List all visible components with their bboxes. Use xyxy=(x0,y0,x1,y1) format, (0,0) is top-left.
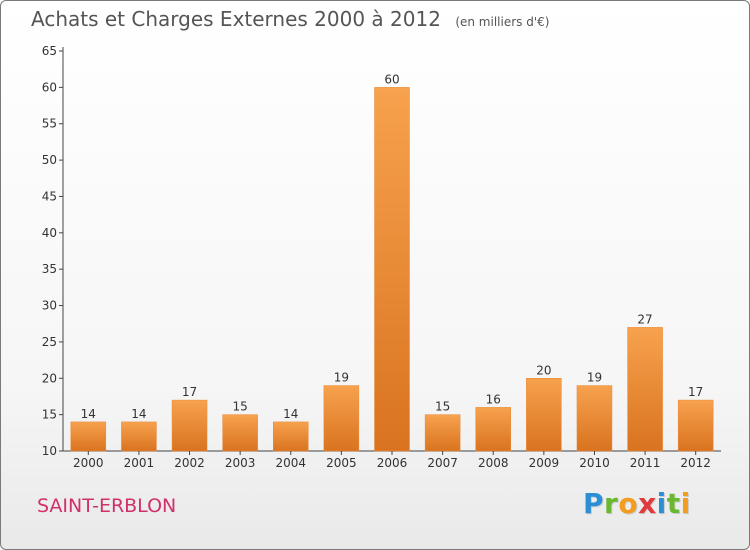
bar-2010 xyxy=(576,385,613,452)
data-label-2006: 60 xyxy=(384,72,399,86)
chart-title-row: Achats et Charges Externes 2000 à 2012 (… xyxy=(31,7,549,31)
data-label-2009: 20 xyxy=(536,363,551,377)
logo-letter: i xyxy=(680,487,691,520)
x-tick-label-2001: 2001 xyxy=(124,456,155,470)
y-tick-label: 35 xyxy=(42,262,57,276)
y-tick-label: 50 xyxy=(42,153,57,167)
data-label-2004: 14 xyxy=(283,407,298,421)
bar-2004 xyxy=(273,421,309,452)
bar-2008 xyxy=(475,407,511,452)
x-tick-label-2002: 2002 xyxy=(174,456,205,470)
data-label-2001: 14 xyxy=(131,407,146,421)
logo-letter: o xyxy=(618,487,639,520)
bar-2007 xyxy=(424,414,461,452)
data-label-2003: 15 xyxy=(233,400,248,414)
bar-2000 xyxy=(70,421,107,452)
proxiti-logo: Proxiti xyxy=(583,487,691,520)
bar-2002 xyxy=(171,399,208,452)
data-label-2010: 19 xyxy=(587,371,602,385)
x-tick-label-2007: 2007 xyxy=(427,456,458,470)
data-label-2000: 14 xyxy=(81,407,96,421)
data-label-2012: 17 xyxy=(688,385,703,399)
data-label-2008: 16 xyxy=(486,392,501,406)
data-label-2011: 27 xyxy=(637,312,652,326)
bar-2001 xyxy=(121,421,157,452)
bar-2011 xyxy=(627,327,663,452)
logo-letter: x xyxy=(638,487,657,520)
logo-letter: r xyxy=(604,487,619,520)
x-tick-label-2009: 2009 xyxy=(529,456,560,470)
x-tick-label-2011: 2011 xyxy=(630,456,661,470)
chart-subtitle: (en milliers d'€) xyxy=(455,15,550,29)
y-tick-label: 20 xyxy=(42,371,57,385)
bar-2005 xyxy=(323,385,360,452)
y-tick-label: 30 xyxy=(42,299,57,313)
y-tick-label: 10 xyxy=(42,444,57,458)
y-tick-label: 40 xyxy=(42,226,57,240)
bar-2012 xyxy=(677,399,714,452)
logo-letter: i xyxy=(656,487,667,520)
y-tick-label: 60 xyxy=(42,80,57,94)
x-tick-label-2000: 2000 xyxy=(73,456,104,470)
y-tick-label: 15 xyxy=(42,408,57,422)
x-tick-label-2012: 2012 xyxy=(680,456,711,470)
bar-2003 xyxy=(222,414,258,452)
x-tick-label-2008: 2008 xyxy=(478,456,509,470)
x-tick-label-2003: 2003 xyxy=(225,456,256,470)
y-tick-label: 25 xyxy=(42,335,57,349)
x-tick-label-2004: 2004 xyxy=(275,456,306,470)
y-tick-label: 65 xyxy=(42,44,57,58)
x-tick-label-2005: 2005 xyxy=(326,456,357,470)
data-label-2005: 19 xyxy=(334,371,349,385)
bar-2006 xyxy=(374,87,410,452)
y-tick-label: 45 xyxy=(42,189,57,203)
y-tick-label: 55 xyxy=(42,117,57,131)
x-tick-label-2010: 2010 xyxy=(579,456,610,470)
commune-name: SAINT-ERBLON xyxy=(37,495,177,517)
logo-letter: P xyxy=(583,487,605,520)
data-label-2002: 17 xyxy=(182,385,197,399)
x-tick-label-2006: 2006 xyxy=(377,456,408,470)
logo-letter: t xyxy=(666,487,681,520)
bar-2009 xyxy=(526,378,562,452)
data-label-2007: 15 xyxy=(435,400,450,414)
chart-title: Achats et Charges Externes 2000 à 2012 xyxy=(31,7,441,31)
